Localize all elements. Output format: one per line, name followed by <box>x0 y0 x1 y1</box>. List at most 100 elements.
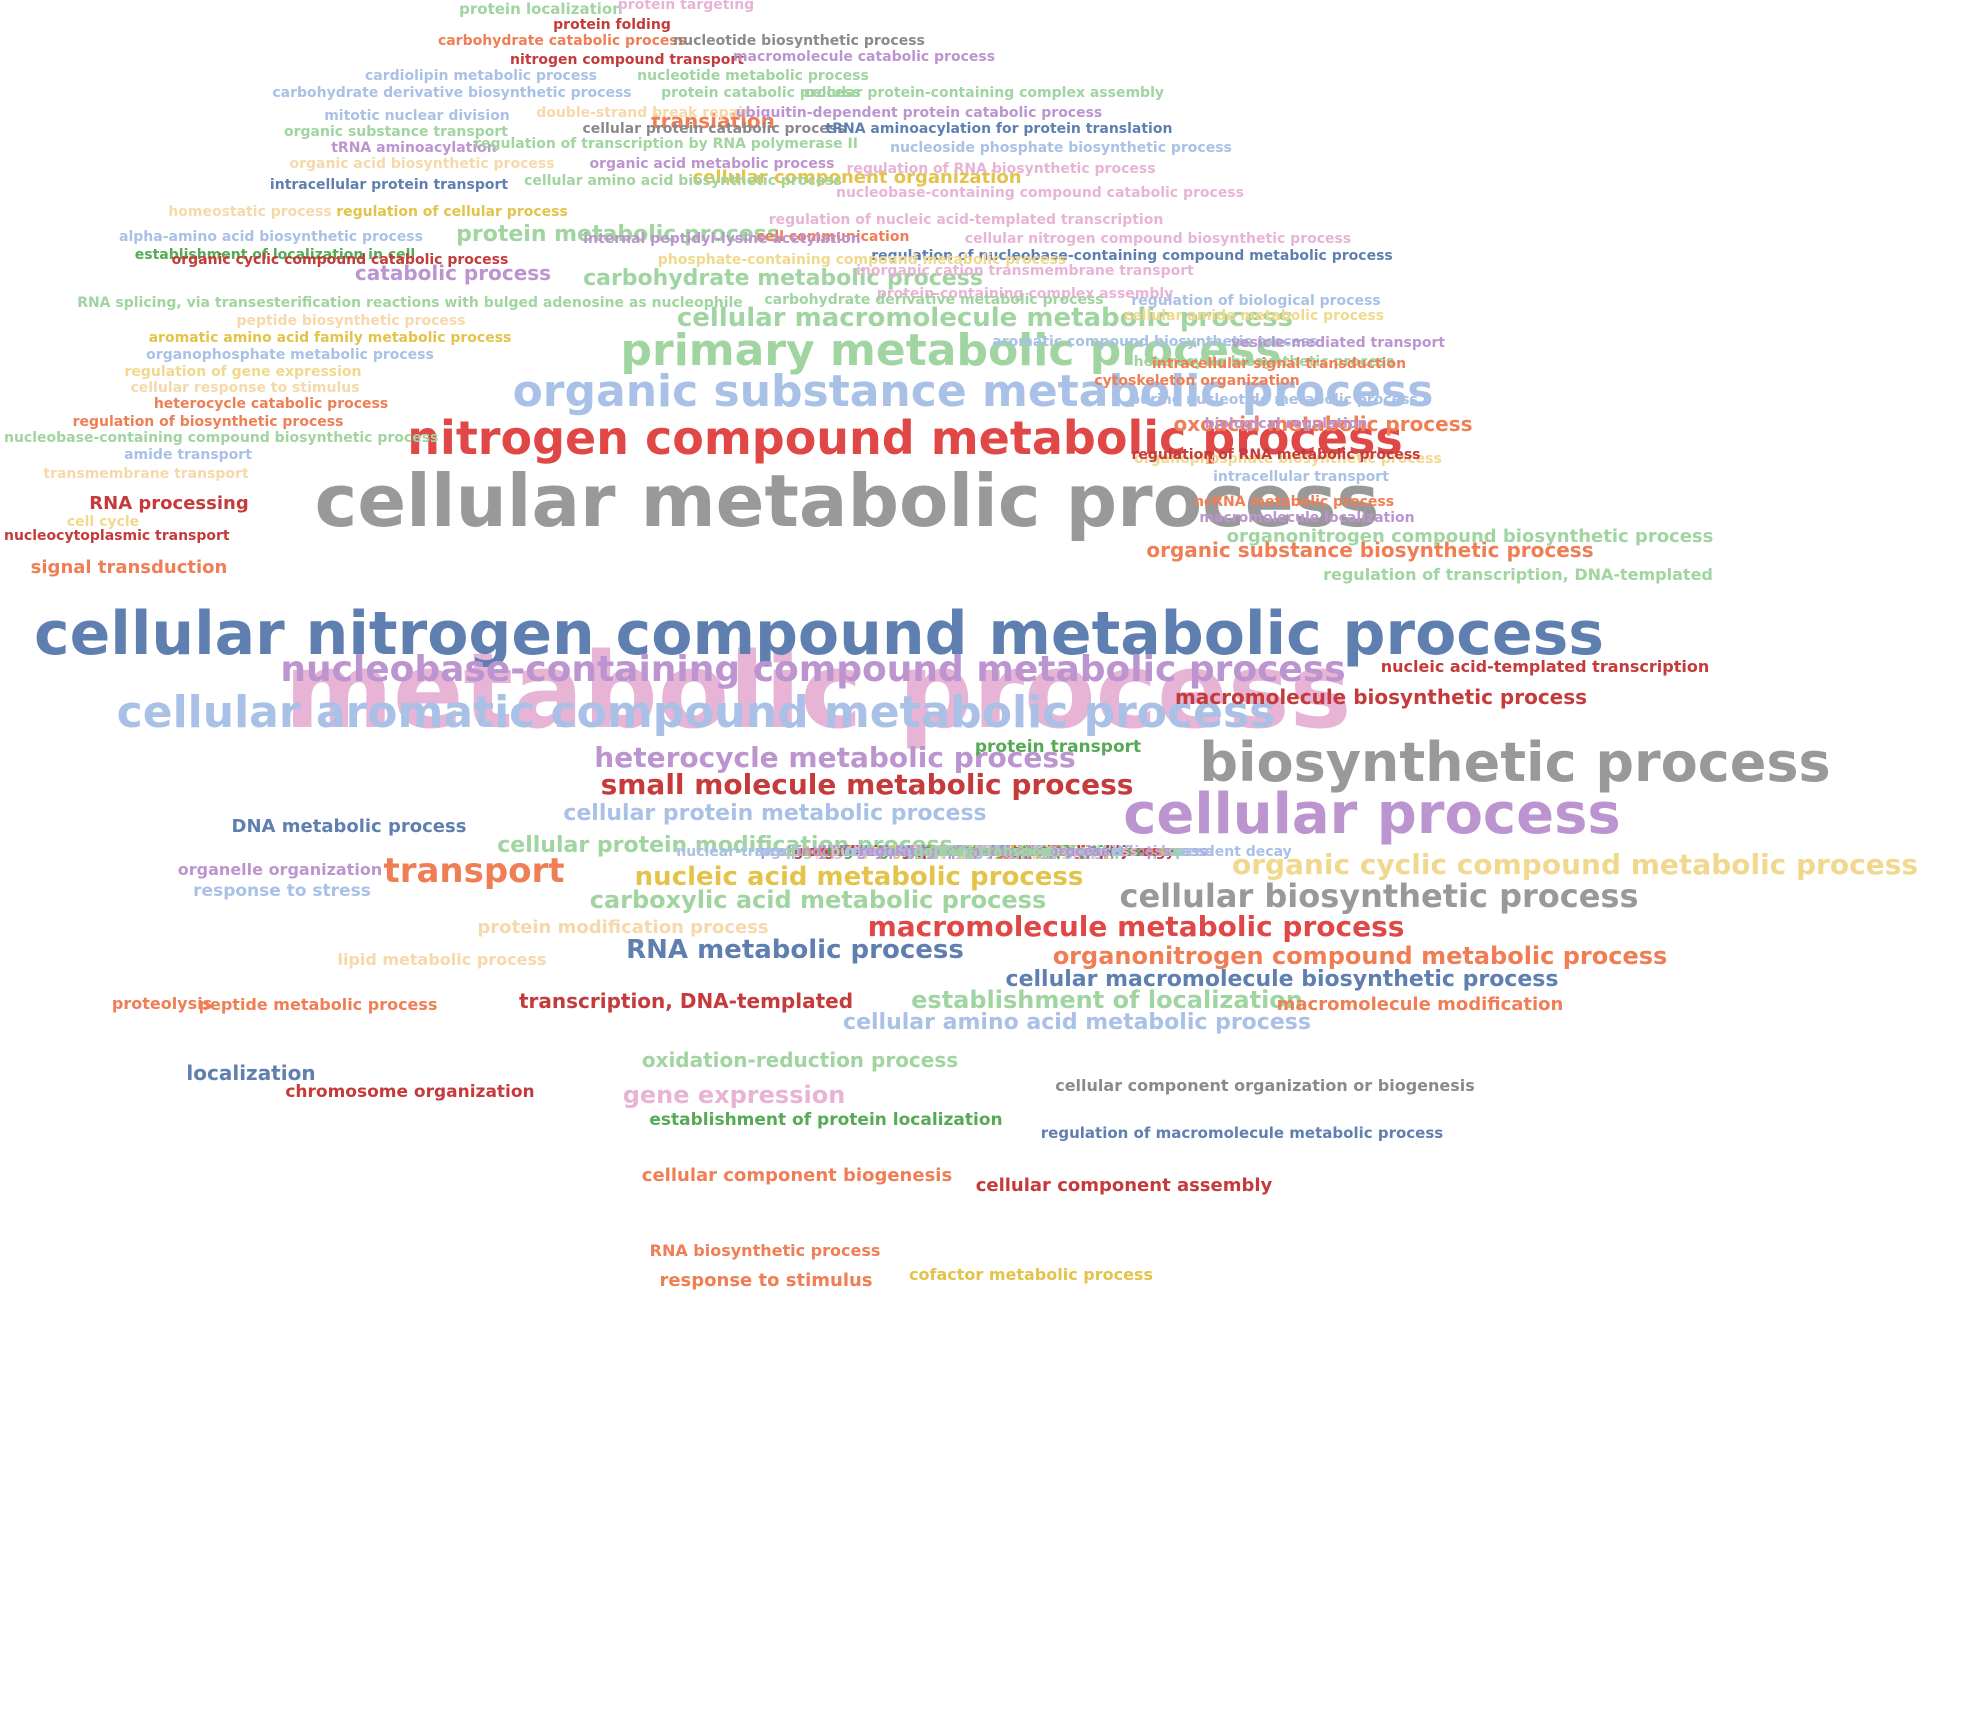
word-cloud-term: mitotic nuclear division <box>324 108 510 124</box>
word-cloud-term: lipid biosynthetic process <box>883 844 1086 860</box>
word-cloud-term: cellular protein metabolic process <box>563 801 986 826</box>
word-cloud-term: primary metabolic process <box>621 325 1282 376</box>
word-cloud-term: regulation of gene expression <box>124 364 361 380</box>
word-cloud-term: intracellular signal transduction <box>1152 356 1406 372</box>
word-cloud-term: cellular response to DNA damage stimulus <box>816 844 1152 860</box>
word-cloud-term: cellular localization <box>907 844 1061 860</box>
word-cloud-term: intracellular protein transport <box>270 177 508 193</box>
word-cloud-term: alpha-amino acid metabolic process <box>842 844 1126 860</box>
word-cloud-term: cellular macromolecule catabolic process <box>821 844 1146 860</box>
word-cloud-term: double-strand break repair <box>536 105 750 121</box>
word-cloud-term: cellular component biogenesis <box>642 1165 952 1186</box>
word-cloud-term: branched-chain amino acid metabolic proc… <box>803 844 1165 860</box>
word-cloud-term: cellular component organization <box>692 167 1021 188</box>
word-cloud-term: regulation of RNA biosynthetic process <box>846 161 1155 177</box>
word-cloud-term: indole-containing compound metabolic pro… <box>797 844 1171 860</box>
word-cloud-term: inorganic cation transmembrane transport <box>856 263 1194 279</box>
word-cloud-term: nucleic acid-templated transcription <box>1381 657 1710 676</box>
word-cloud-term: nucleobase-containing compound catabolic… <box>836 185 1244 201</box>
word-cloud-term: regulation of nucleobase-containing comp… <box>871 248 1392 264</box>
word-cloud-term: nitrogen compound metabolic process <box>407 411 1402 465</box>
word-cloud-term: dephosphorylation <box>910 844 1058 860</box>
word-cloud-term: protein metabolic process <box>456 222 780 247</box>
word-cloud-term: heterocycle catabolic process <box>154 396 388 412</box>
word-cloud-term: cellular process <box>1123 782 1621 847</box>
word-cloud-term: cellular component assembly <box>976 1175 1273 1196</box>
word-cloud-term: transmembrane transport <box>43 466 249 482</box>
word-cloud-term: oxoacid metabolic process <box>1173 412 1472 436</box>
word-cloud-term: internal peptidyl-lysine acetylation <box>583 231 861 247</box>
word-cloud-term: cytoskeleton organization <box>1094 373 1299 389</box>
word-cloud-term: protein maturation <box>909 844 1060 860</box>
word-cloud-term: localization <box>186 1061 315 1085</box>
word-cloud-term: amino acid activation <box>899 844 1069 860</box>
word-cloud-term: regulation of macromolecule biosynthetic… <box>786 844 1182 860</box>
word-cloud-term: cellular macromolecule biosynthetic proc… <box>1006 967 1559 992</box>
word-cloud-term: regulation of transcription by RNA polym… <box>474 136 858 152</box>
word-cloud-term: protein catabolic process <box>661 85 861 101</box>
word-cloud-term: cellular protein localization <box>876 844 1092 860</box>
word-cloud-term: purine ribonucleotide biosynthetic proce… <box>814 844 1153 860</box>
word-cloud-term: cellular nitrogen compound biosynthetic … <box>965 231 1351 247</box>
word-cloud-term: tRNA metabolic process <box>890 844 1079 860</box>
word-cloud-term: tRNA processing <box>919 844 1050 860</box>
word-cloud-term: cell wall organization or biogenesis <box>844 844 1124 860</box>
word-cloud-term: catabolic process <box>355 261 551 285</box>
word-cloud-term: establishment of localization in cell <box>135 247 415 263</box>
word-cloud-term: small molecule biosynthetic process <box>841 844 1127 860</box>
word-cloud-term: carbohydrate derivative biosynthetic pro… <box>272 85 631 101</box>
word-cloud-term: mitochondrion organization <box>874 844 1093 860</box>
word-cloud-term: mRNA splicing, via spliceosome <box>859 844 1109 860</box>
word-cloud-term: proteolysis involved in cellular protein… <box>760 844 1207 860</box>
word-cloud-term: gene expression <box>623 1081 846 1109</box>
word-cloud-term: organonitrogen compound metabolic proces… <box>1053 942 1668 970</box>
word-cloud-term: purine nucleotide biosynthetic process <box>830 844 1138 860</box>
word-cloud-term: monocarboxylic acid metabolic process <box>829 844 1139 860</box>
word-cloud-term: regulation of nucleic acid-templated tra… <box>769 212 1164 228</box>
word-cloud-term: amide biosynthetic process <box>876 844 1093 860</box>
word-cloud-term: tRNA aminoacylation for protein translat… <box>826 121 1173 137</box>
word-cloud-term: macromolecule localization <box>1199 510 1414 526</box>
word-cloud-term: organic substance transport <box>284 124 508 140</box>
word-cloud-term: chromosome segregation <box>884 844 1085 860</box>
word-cloud-term: ncRNA metabolic process <box>1194 494 1394 510</box>
word-cloud-term: organic substance biosynthetic process <box>1146 538 1593 562</box>
word-cloud-term: biological regulation <box>1205 416 1368 432</box>
word-cloud-term: cellular protein modification process <box>497 833 953 858</box>
word-cloud-term: aromatic amino acid family metabolic pro… <box>149 330 512 346</box>
word-cloud-term: macromolecule catabolic process <box>733 49 995 65</box>
word-cloud-term: alpha-amino acid biosynthetic process <box>119 229 423 245</box>
word-cloud-term: cofactor metabolic process <box>909 1265 1153 1284</box>
word-cloud-term: DNA repair <box>941 844 1028 860</box>
word-cloud-term: cellular amino acid biosynthetic process <box>524 173 842 189</box>
word-cloud-term: RNA processing <box>89 493 248 514</box>
word-cloud-term: protein phosphorylation <box>888 844 1079 860</box>
word-cloud-term: cellular macromolecule metabolic process <box>677 303 1293 333</box>
word-cloud-term: regulation of metabolic process <box>859 844 1110 860</box>
word-cloud-term: organic cyclic compound catabolic proces… <box>172 252 509 268</box>
word-cloud-term: ncRNA processing <box>913 844 1055 860</box>
word-cloud-term: nucleobase-containing compound biosynthe… <box>4 430 438 446</box>
word-cloud-term: DNA metabolic process <box>232 816 467 837</box>
word-cloud-term: phosphorylation <box>920 844 1049 860</box>
word-cloud-term: membrane organization <box>890 844 1079 860</box>
word-cloud-term: protein-containing complex assembly <box>877 286 1174 302</box>
word-cloud-term: signaling <box>948 844 1020 860</box>
word-cloud-term: sulfur compound metabolic process <box>843 844 1125 860</box>
word-cloud-term: organic acid metabolic process <box>589 156 834 172</box>
word-cloud-term: protein folding <box>553 17 671 33</box>
word-cloud-term: chromatin organization <box>892 844 1077 860</box>
word-cloud-term: cellular protein-containing complex asse… <box>804 85 1164 101</box>
word-cloud-term: nucleoside phosphate biosynthetic proces… <box>890 140 1232 156</box>
word-cloud-term: cation transport <box>920 844 1049 860</box>
word-cloud-term: regulation of cellular macromolecule bio… <box>754 844 1213 860</box>
word-cloud-term: cellular protein catabolic process <box>582 121 845 137</box>
word-cloud-term: cellular biosynthetic process <box>1119 877 1638 915</box>
word-cloud-term: mitotic cell cycle <box>918 844 1051 860</box>
word-cloud-term: cellular aromatic compound metabolic pro… <box>117 687 1276 738</box>
word-cloud-term: coenzyme biosynthetic process <box>860 844 1107 860</box>
word-cloud-term: carboxylic acid biosynthetic process <box>841 844 1127 860</box>
word-cloud-term: carbohydrate derivative metabolic proces… <box>764 292 1103 308</box>
word-cloud-term: protein targeting <box>618 0 754 13</box>
word-cloud-term: purine nucleotide metabolic process <box>1130 392 1418 408</box>
